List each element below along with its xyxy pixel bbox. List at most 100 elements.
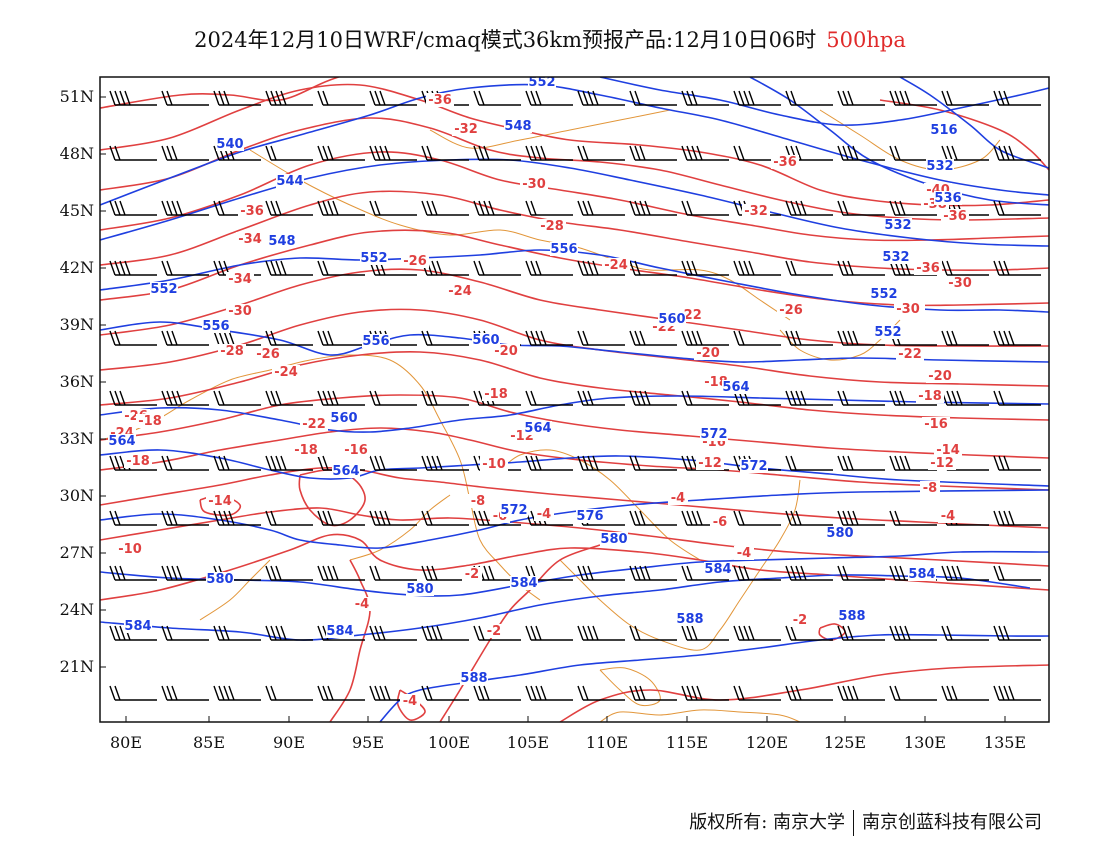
height-label-bg [504,119,532,133]
boundary-line [599,709,801,722]
lon-label: 95E [352,733,384,752]
wind-barb [629,510,677,526]
temperature-label: -30 [896,302,920,317]
height-label: 560 [330,411,357,426]
temperature-label-bg [401,254,429,268]
lat-label: 45N [60,201,94,220]
wind-barb [265,565,313,581]
temperature-label: -18 [138,414,162,429]
temperature-label-bg [254,347,282,361]
height-label-bg [460,671,488,685]
height-label: 564 [332,464,359,479]
temperature-label: -20 [494,344,518,359]
temperature-label-bg [914,261,942,275]
height-label: 552 [150,282,177,297]
wind-barb [681,200,729,216]
wind-barb [421,625,469,641]
temperature-label-bg [602,258,630,272]
temperature-label-bg [696,456,724,470]
temperature-label-bg [941,209,969,223]
wind-barb [369,685,417,701]
lon-label: 90E [273,733,305,752]
wind-barb [993,390,1041,406]
wind-barb [421,565,469,581]
temperature-label-bg [777,303,805,317]
wind-barb [889,625,937,641]
wind-barb [265,90,313,106]
temperature-label-bg [484,624,504,638]
height-label-bg [326,624,354,638]
temperature-label: -14 [208,494,232,509]
height-label: 580 [206,572,233,587]
temperature-label-bg [206,494,234,508]
height-label-bg [108,434,136,448]
wind-barb [993,565,1041,581]
wind-barb [837,330,885,346]
wind-barb [525,390,573,406]
temperature-label: -18 [918,389,942,404]
height-label-bg [500,503,528,517]
height-label-bg [206,572,234,586]
wind-barb [941,565,989,581]
wind-barb [681,565,729,581]
wind-barb [421,145,469,161]
height-label: 572 [500,503,527,518]
lon-label: 85E [193,733,225,752]
height-label: 572 [740,459,767,474]
wind-barb [317,565,365,581]
temperature-label-bg [236,232,264,246]
height-label-bg [700,427,728,441]
wind-barb [837,390,885,406]
wind-barb [889,685,937,701]
temperature-label: -16 [924,417,948,432]
temperature-label: -36 [773,155,797,170]
height-label: 576 [576,509,603,524]
wind-barb [889,200,937,216]
temperature-label-bg [668,491,688,505]
temperature-label: -8 [471,494,485,509]
temperature-label: -14 [936,443,960,458]
lat-label: 36N [60,372,94,391]
temperature-label: -4 [355,597,369,612]
height-label-bg [528,77,556,89]
temperature-label-bg [934,443,962,457]
wind-barb [369,625,417,641]
temperature-label: -18 [704,375,728,390]
temperature-label: -4 [737,546,751,561]
plot-frame [99,76,1050,723]
wind-barb [993,145,1041,161]
temperature-label-bg [938,509,958,523]
wind-barb [993,330,1041,346]
wind-barb [681,260,729,276]
lat-label: 48N [60,144,94,163]
height-label: 544 [276,174,303,189]
wind-barb [889,90,937,106]
temperature-contour [329,559,371,722]
wind-barb [161,90,209,106]
temperature-label: -36 [240,204,264,219]
wind-barb [109,260,157,276]
wind-barb [681,145,729,161]
height-label: 552 [528,75,555,90]
temperature-label-bg [920,481,940,495]
height-label-bg [740,459,768,473]
wind-barb [733,330,781,346]
wind-barb [629,260,677,276]
wind-barb [733,565,781,581]
temperature-label-bg [352,597,372,611]
height-label: 564 [108,434,135,449]
height-label-bg [908,567,936,581]
lat-label: 24N [60,600,94,619]
temperature-label: -12 [930,456,954,471]
wind-barb [629,200,677,216]
height-label-bg [826,526,854,540]
wind-barb [369,565,417,581]
height-label-bg [150,282,178,296]
temperature-label-bg [538,219,566,233]
wind-barb [161,145,209,161]
height-label: 580 [826,526,853,541]
height-label-bg [472,333,500,347]
height-contour [100,574,1031,641]
wind-barb [577,390,625,406]
wind-barb [369,145,417,161]
